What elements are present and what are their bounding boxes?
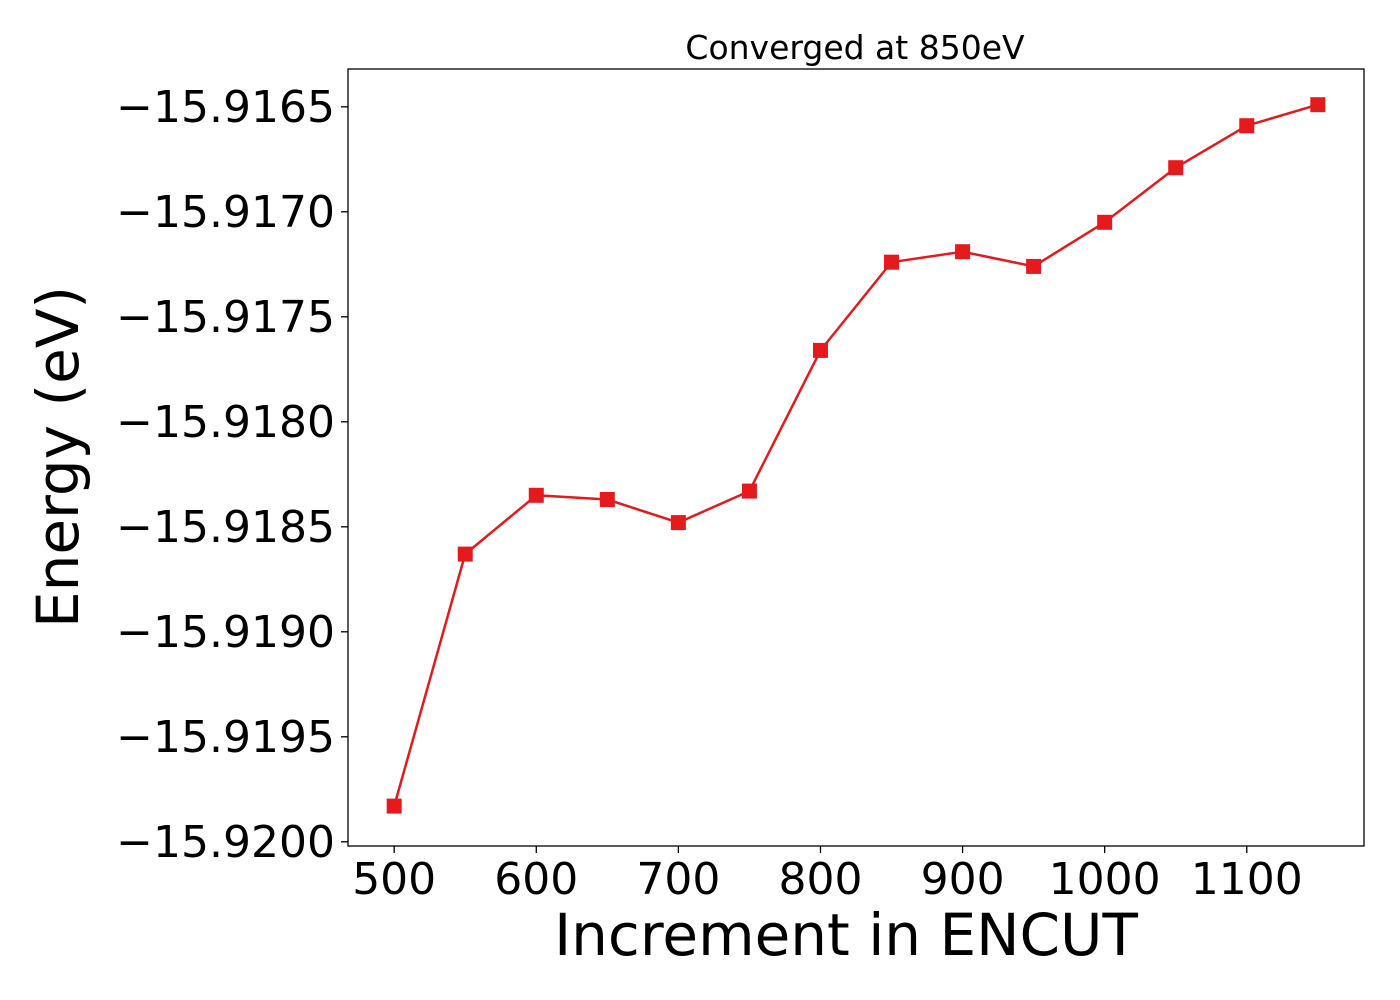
y-tick-label: −15.9190: [116, 607, 335, 658]
x-axis-ticks: 500 600 700 800 900 1000 1100: [352, 846, 1303, 905]
x-tick-label: 1100: [1191, 854, 1303, 905]
series-group: [386, 97, 1326, 814]
x-tick-label: 700: [636, 854, 720, 905]
data-point-marker: [457, 546, 473, 562]
y-tick-label: −15.9200: [116, 817, 335, 868]
data-point-marker: [1168, 160, 1184, 176]
y-tick-label: −15.9180: [116, 397, 335, 448]
x-tick-label: 600: [494, 854, 578, 905]
data-point-marker: [1097, 214, 1113, 230]
plot-area: 500 600 700 800 900 1000 1100 −15.9165 −15.9170…: [116, 68, 1365, 905]
x-tick-label: 500: [352, 854, 436, 905]
data-point-marker: [599, 492, 615, 507]
x-tick-label: 900: [921, 854, 1005, 905]
data-point-marker: [386, 798, 402, 814]
data-point-marker: [670, 515, 686, 531]
x-axis-label: Increment in ENCUT: [554, 901, 1138, 969]
series-line: [392, 103, 1319, 807]
chart-title: Converged at 850eV: [685, 28, 1025, 67]
data-point-marker: [528, 487, 544, 503]
x-tick-label: 1000: [1049, 854, 1161, 905]
data-point-marker: [741, 483, 757, 499]
data-point-marker: [812, 342, 828, 358]
y-tick-label: −15.9175: [116, 292, 335, 343]
data-point-marker: [1026, 258, 1042, 274]
x-tick-label: 800: [778, 854, 862, 905]
plot-frame: [347, 68, 1365, 847]
y-tick-label: −15.9170: [116, 187, 335, 238]
data-point-marker: [884, 254, 900, 270]
y-axis-ticks: −15.9165 −15.9170 −15.9175 −15.9180 −15.9185…: [116, 82, 348, 868]
y-tick-label: −15.9195: [116, 712, 335, 763]
y-tick-label: −15.9165: [116, 82, 335, 133]
y-tick-label: −15.9185: [116, 502, 335, 553]
data-point-marker: [955, 244, 971, 260]
data-point-marker: [1239, 118, 1255, 134]
y-axis-label: Energy (eV): [24, 286, 92, 628]
data-point-marker: [1310, 97, 1326, 113]
